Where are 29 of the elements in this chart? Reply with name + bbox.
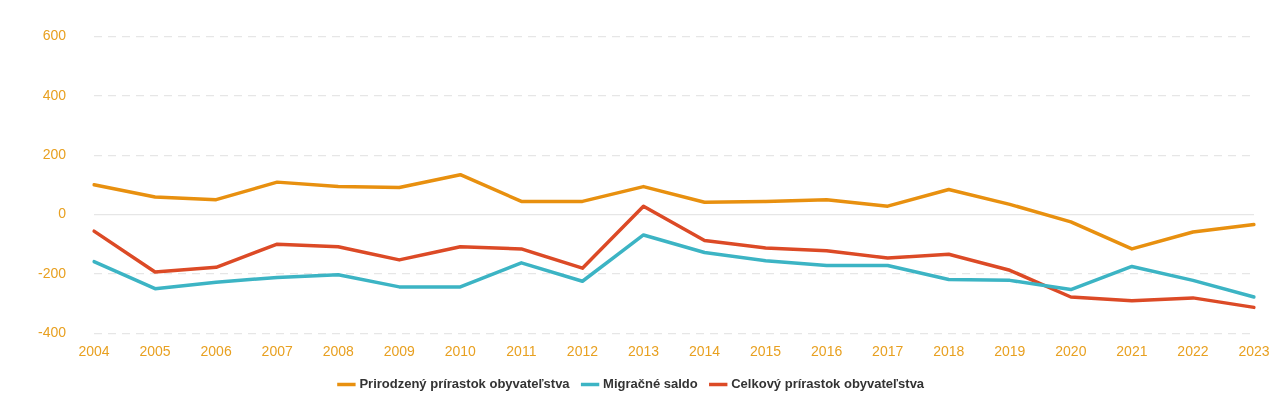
x-tick-label: 2004 (78, 343, 110, 360)
y-tick-label: 600 (42, 27, 67, 44)
x-tick-label: 2015 (750, 343, 782, 360)
x-tick-label: 2021 (1116, 343, 1148, 360)
y-tick-label: 200 (42, 145, 67, 162)
x-tick-label: 2009 (383, 343, 416, 360)
legend-label: Celkový prírastok obyvateľstva (731, 376, 925, 392)
x-tick-label: 2011 (506, 343, 537, 360)
x-tick-label: 2019 (994, 343, 1026, 360)
x-tick-label: 2022 (1177, 343, 1209, 360)
y-tick-label: -400 (37, 324, 67, 341)
x-tick-label: 2023 (1238, 343, 1270, 360)
x-tick-label: 2018 (933, 343, 965, 360)
x-tick-label: 2012 (566, 343, 599, 360)
legend-label: Prirodzený prírastok obyvateľstva (359, 376, 571, 392)
x-tick-label: 2013 (627, 343, 660, 360)
x-tick-label: 2005 (139, 343, 171, 360)
y-tick-label: 0 (58, 205, 67, 222)
x-tick-label: 2020 (1055, 343, 1087, 360)
x-tick-label: 2010 (444, 343, 477, 360)
legend-label: Migračné saldo (603, 376, 698, 392)
y-tick-label: -200 (37, 264, 67, 281)
x-tick-label: 2006 (200, 343, 232, 360)
x-tick-label: 2008 (322, 343, 355, 360)
x-tick-label: 2016 (811, 343, 843, 360)
y-tick-label: 400 (42, 86, 67, 103)
x-tick-label: 2017 (872, 343, 904, 360)
x-tick-label: 2014 (688, 343, 721, 360)
x-tick-label: 2007 (261, 343, 293, 360)
